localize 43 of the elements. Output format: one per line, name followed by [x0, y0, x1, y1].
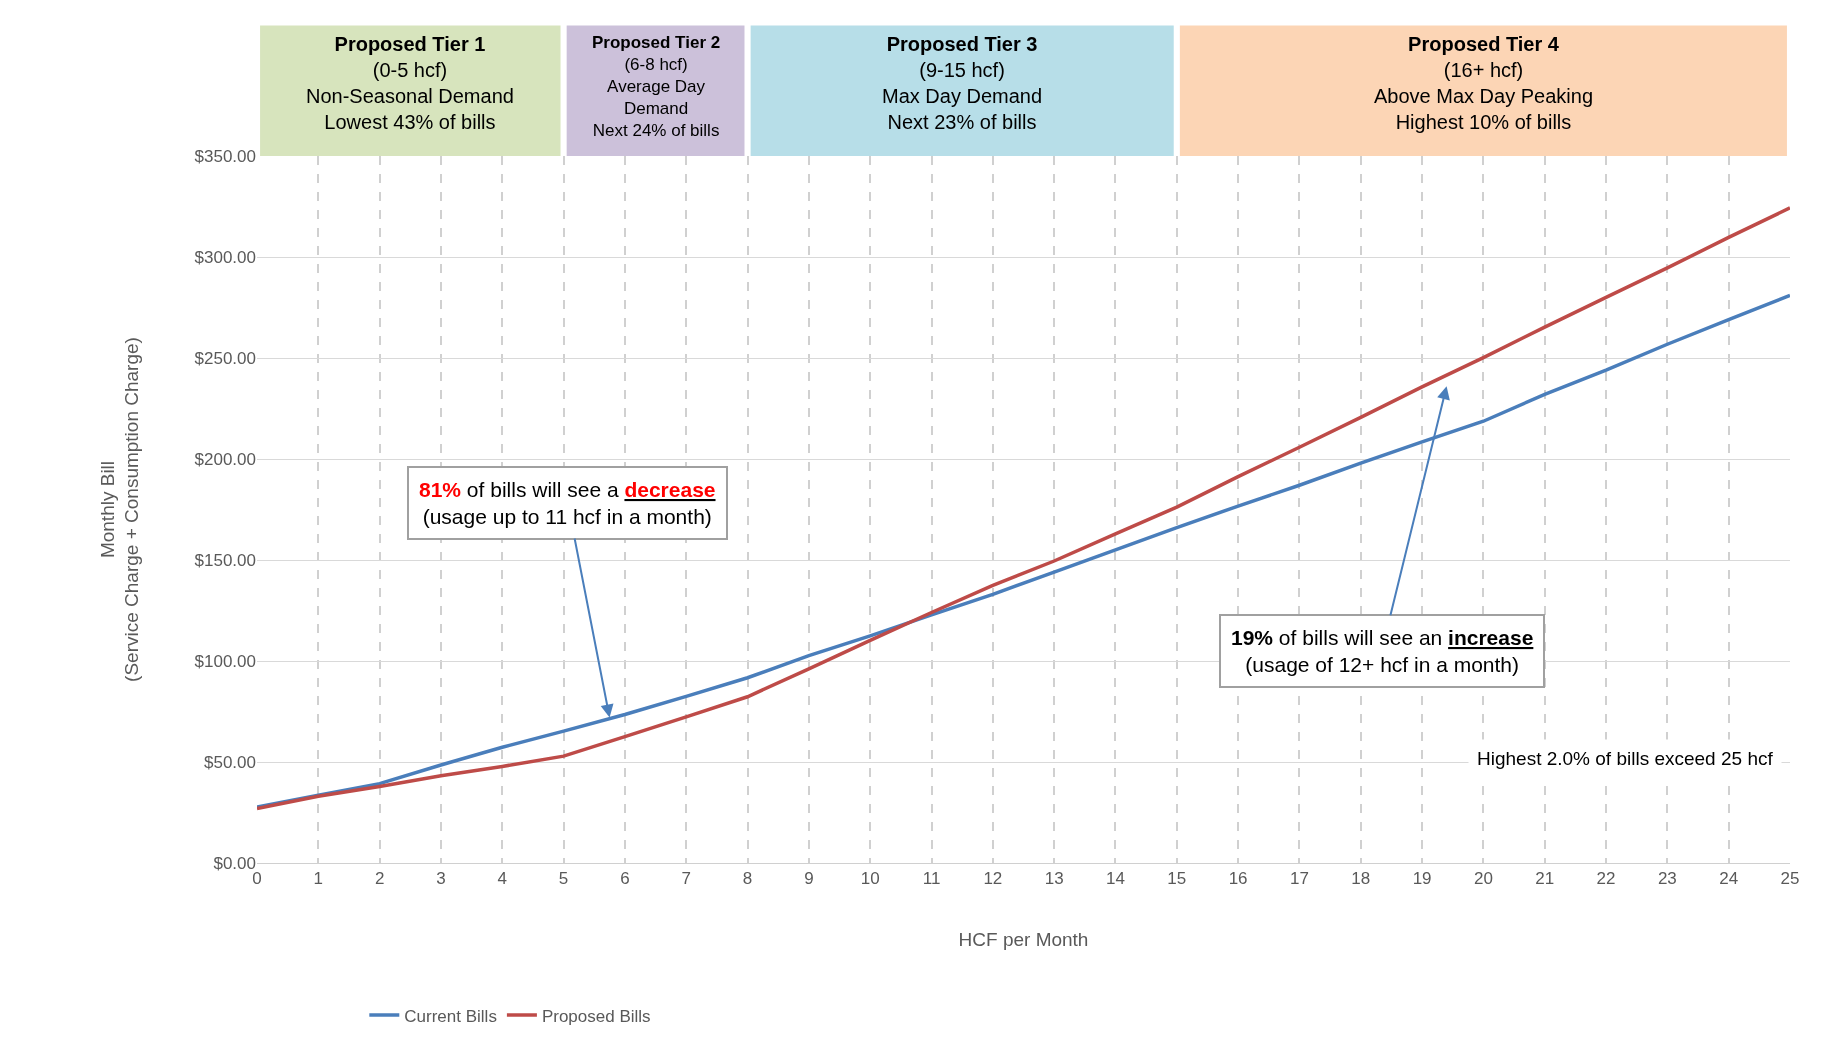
x-tick-label: 16 — [1228, 869, 1248, 889]
x-tick-label: 13 — [1044, 869, 1064, 889]
x-tick-label: 18 — [1351, 869, 1371, 889]
x-tick-label: 23 — [1657, 869, 1677, 889]
x-tick-label: 15 — [1167, 869, 1187, 889]
legend-label: Proposed Bills — [541, 1006, 651, 1026]
x-tick-label: 6 — [620, 869, 630, 889]
y-tick-label: $50.00 — [204, 752, 256, 772]
text: Proposed Tier 2 (6-8 hcf) Average Day Demand Next 24% of bills — [592, 33, 721, 141]
text: Proposed Tier 1 (0-5 hcf) Non-Seasonal Demand Lowest 43% of bills — [306, 33, 514, 133]
x-tick-label: 8 — [742, 869, 753, 889]
x-axis-title: HCF per Month — [958, 929, 1089, 951]
y-tick-label: $100.00 — [194, 651, 256, 671]
y-tick-label: $150.00 — [194, 550, 256, 570]
x-tick-label: 11 — [922, 869, 941, 889]
y-tick-label: $350.00 — [194, 146, 256, 166]
x-tick-label: 20 — [1473, 869, 1493, 889]
annotation: Highest 2.0% of bills exceed 25 hcf — [1477, 748, 1774, 769]
x-tick-label: 2 — [374, 869, 385, 889]
x-tick-label: 19 — [1412, 869, 1432, 889]
x-tick-label: 7 — [681, 869, 691, 889]
annotation: 81% of bills will see a decrease (usage up to 11 hcf in a month) — [419, 478, 716, 529]
x-tick-label: 22 — [1596, 869, 1616, 889]
x-tick-label: 21 — [1535, 869, 1555, 889]
legend-label: Current Bills — [404, 1006, 497, 1026]
x-tick-label: 4 — [497, 869, 508, 889]
x-tick-label: 25 — [1780, 869, 1800, 889]
text: Proposed Tier 3 (9-15 hcf) Max Day Demand Next 23% of bills — [882, 33, 1043, 133]
x-tick-label: 9 — [804, 869, 814, 889]
y-tick-label: $200.00 — [194, 449, 256, 469]
x-tick-label: 17 — [1289, 869, 1309, 889]
x-tick-label: 5 — [558, 869, 569, 889]
x-tick-label: 1 — [313, 869, 324, 889]
x-tick-label: 24 — [1719, 869, 1739, 889]
x-tick-label: 12 — [983, 869, 1003, 889]
text: Proposed Tier 4 (16+ hcf) Above Max Day Peaking Highest 10% of bills — [1374, 33, 1594, 133]
x-tick-label: 14 — [1106, 869, 1125, 889]
y-tick-label: $250.00 — [194, 348, 256, 368]
y-axis-title: Monthly Bill (Service Charge + Consumption Charge) — [96, 337, 143, 682]
x-tick-label: 10 — [860, 869, 880, 889]
annotation: 19% of bills will see an increase (usage of 12+ hcf in a month) — [1231, 626, 1534, 677]
x-tick-label: 3 — [436, 869, 446, 889]
y-tick-label: $300.00 — [194, 247, 256, 267]
